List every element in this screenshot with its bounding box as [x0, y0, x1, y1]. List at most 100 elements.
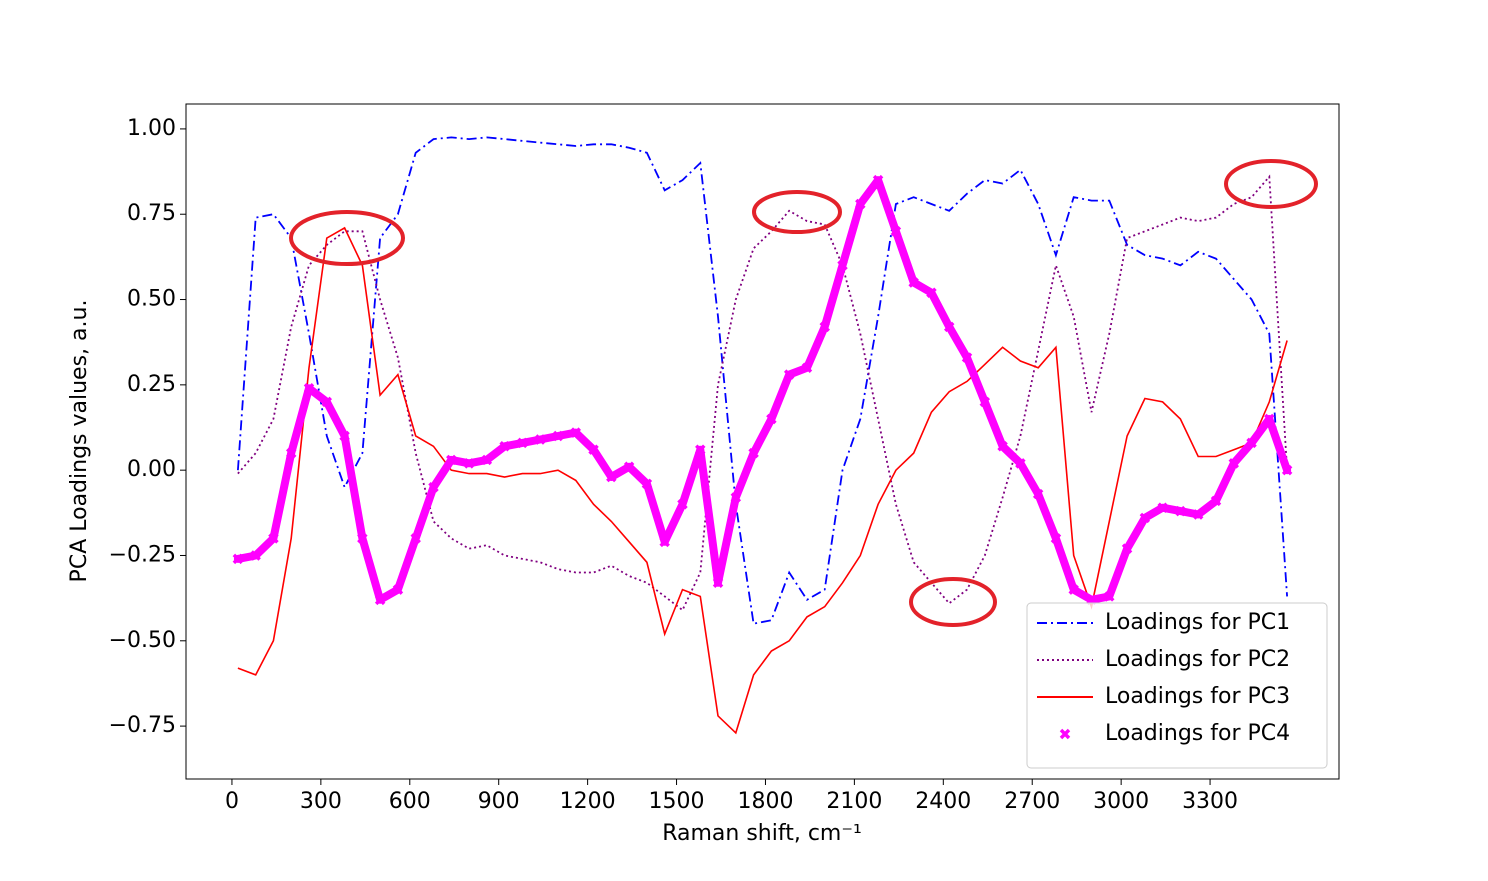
x-tick-label: 1800 [737, 789, 793, 814]
marker [321, 396, 333, 408]
marker [232, 553, 244, 565]
legend-label: Loadings for PC2 [1105, 647, 1290, 672]
marker [801, 362, 813, 374]
marker [926, 287, 937, 298]
marker [374, 594, 386, 606]
x-tick-label: 1500 [649, 789, 705, 814]
marker [250, 550, 261, 561]
y-tick-label: −0.75 [109, 713, 176, 738]
x-tick-label: 0 [225, 789, 239, 814]
marker [1264, 413, 1275, 425]
legend-box [1026, 602, 1328, 769]
marker [1059, 728, 1071, 740]
marker [517, 437, 528, 449]
x-tick-label: 600 [389, 789, 431, 814]
highlight [1224, 159, 1318, 209]
marker [1281, 464, 1293, 476]
marker [1139, 512, 1151, 524]
marker [748, 447, 759, 459]
marker [943, 321, 955, 333]
marker [730, 492, 742, 503]
marker [677, 499, 688, 510]
x-tick-label: 2100 [826, 789, 882, 814]
marker [623, 461, 635, 472]
series-line [237, 226, 1288, 735]
marker [1050, 533, 1062, 544]
x-tick-label: 2400 [915, 789, 971, 814]
x-tick-label: 300 [300, 789, 342, 814]
y-tick-label: 0.50 [127, 287, 176, 312]
marker [428, 481, 439, 493]
y-tick-label: 1.00 [127, 116, 176, 141]
marker [1068, 584, 1079, 595]
marker [481, 454, 493, 466]
marker [410, 533, 421, 544]
x-tick-label: 1200 [560, 789, 616, 814]
y-tick-label: 0.00 [127, 457, 176, 482]
marker [1032, 488, 1044, 500]
x-tick-label: 3000 [1093, 789, 1149, 814]
marker [997, 441, 1008, 452]
marker [908, 277, 919, 288]
marker [1157, 502, 1168, 513]
highlight [752, 190, 842, 234]
legend-label: Loadings for PC3 [1105, 684, 1290, 709]
marker [979, 396, 991, 408]
marker [285, 447, 297, 459]
series-line [233, 176, 1292, 604]
x-axis-label: Raman shift, cm⁻¹ [662, 821, 862, 846]
marker [712, 577, 724, 589]
x-tick-label: 3300 [1182, 789, 1238, 814]
marker [837, 260, 848, 271]
marker [890, 226, 902, 237]
marker [1228, 458, 1240, 469]
marker [446, 454, 457, 466]
y-axis-label: PCA Loadings values, a.u. [67, 300, 92, 583]
marker [641, 478, 653, 490]
x-tick-label: 2700 [1004, 789, 1060, 814]
marker [303, 383, 315, 394]
series-line [237, 174, 1288, 612]
marker [463, 458, 475, 469]
marker [1246, 437, 1257, 449]
highlight [289, 210, 405, 266]
legend: Loadings for PC1 Loadings for PC2 Loadings… [1026, 602, 1328, 769]
legend-label: Loadings for PC1 [1105, 610, 1290, 635]
y-tick-label: −0.50 [109, 628, 176, 653]
highlight-ellipses [289, 159, 1318, 627]
series-line [237, 136, 1288, 625]
marker [552, 430, 564, 442]
plot-frame [185, 103, 1340, 780]
marker [1175, 505, 1186, 517]
marker [534, 434, 546, 445]
marker [1192, 509, 1204, 520]
marker [659, 536, 670, 548]
marker [570, 427, 582, 438]
x-tick-label: 900 [478, 789, 520, 814]
marker [588, 444, 599, 455]
marker [1210, 495, 1222, 507]
highlight [909, 577, 997, 627]
marker [606, 471, 617, 483]
marker [1015, 458, 1026, 469]
marker [819, 321, 830, 333]
marker [268, 533, 279, 544]
marker [499, 441, 510, 452]
marker [392, 584, 404, 595]
marker [357, 533, 368, 544]
marker [695, 444, 706, 455]
marker [855, 198, 866, 210]
marker [1121, 543, 1133, 554]
marker [1104, 591, 1115, 602]
marker [339, 430, 350, 442]
y-tick-label: 0.25 [127, 372, 176, 397]
marker [961, 352, 973, 363]
plot-area [232, 136, 1293, 735]
marker [872, 174, 884, 186]
y-tick-label: 0.75 [127, 201, 176, 226]
y-tick-label: −0.25 [109, 542, 176, 567]
marker [766, 413, 777, 425]
marker [783, 369, 795, 380]
